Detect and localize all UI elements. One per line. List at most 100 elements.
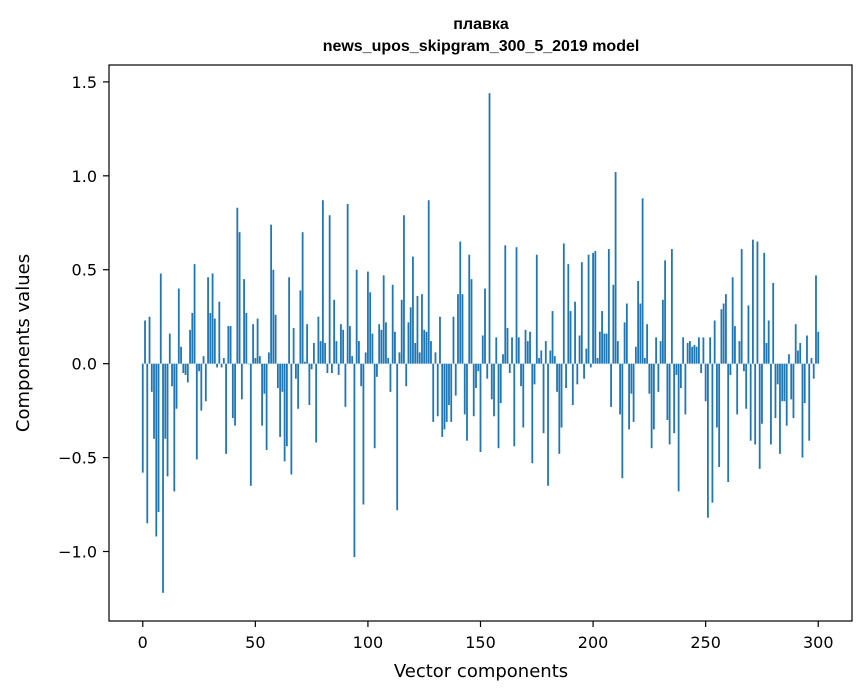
x-tick-label: 100: [353, 633, 384, 652]
bar-6: [155, 363, 158, 537]
bar-89: [342, 329, 345, 364]
bar-31: [211, 273, 214, 364]
bar-206: [605, 333, 608, 364]
bar-256: [718, 363, 721, 467]
bar-136: [448, 363, 450, 405]
bar-287: [788, 354, 790, 364]
bar-281: [774, 363, 777, 419]
bar-52: [258, 356, 261, 364]
bar-7: [157, 363, 160, 513]
bar-114: [398, 352, 401, 364]
bar-143: [463, 363, 466, 415]
bar-130: [434, 352, 437, 364]
bar-239: [679, 363, 682, 389]
bar-104: [376, 363, 378, 377]
bar-38: [227, 326, 230, 364]
bar-238: [677, 363, 680, 492]
bar-266: [740, 249, 743, 364]
bar-11: [166, 363, 169, 477]
bar-63: [283, 363, 286, 462]
bar-208: [610, 363, 612, 407]
bar-274: [758, 363, 761, 469]
bar-91: [346, 204, 349, 364]
bar-15: [175, 363, 178, 409]
y-tick-label: 0.0: [72, 355, 97, 374]
bar-74: [308, 363, 311, 405]
bar-19: [184, 363, 187, 375]
bar-297: [810, 358, 813, 364]
bar-58: [272, 269, 275, 364]
bar-161: [504, 245, 507, 364]
bar-191: [571, 363, 574, 405]
bar-108: [385, 322, 387, 364]
bar-207: [607, 249, 610, 364]
bar-189: [567, 264, 570, 364]
bar-282: [776, 363, 779, 385]
bar-214: [623, 322, 626, 364]
bar-177: [540, 350, 543, 364]
bar-174: [533, 363, 536, 385]
bar-279: [770, 363, 772, 445]
y-tick-label: 0.5: [72, 261, 97, 280]
bar-85: [333, 299, 336, 364]
bar-186: [560, 363, 563, 428]
bar-151: [481, 335, 484, 364]
bar-37: [225, 363, 227, 454]
bar-203: [598, 331, 601, 364]
bar-86: [335, 341, 338, 364]
bar-20: [186, 363, 189, 383]
bar-156: [493, 363, 495, 417]
bar-12: [168, 333, 171, 364]
bar-178: [542, 363, 545, 434]
bar-192: [574, 301, 576, 364]
bar-213: [621, 363, 624, 479]
bar-142: [461, 294, 464, 364]
bar-166: [515, 247, 518, 364]
bar-44: [240, 363, 243, 400]
bar-234: [668, 363, 671, 445]
bar-288: [790, 363, 793, 400]
bar-122: [416, 296, 419, 364]
bar-184: [556, 363, 558, 392]
bar-180: [547, 363, 549, 486]
bar-157: [495, 337, 498, 364]
bar-254: [713, 320, 716, 364]
bar-30: [209, 312, 212, 364]
bar-46: [245, 312, 248, 364]
bar-212: [619, 363, 621, 415]
bar-18: [182, 363, 185, 374]
bar-135: [445, 363, 448, 422]
bar-277: [765, 343, 768, 364]
bar-51: [256, 318, 259, 364]
bar-298: [812, 363, 815, 379]
bar-148: [475, 363, 477, 389]
bar-22: [191, 312, 194, 364]
bar-119: [409, 307, 412, 364]
bar-90: [344, 363, 347, 407]
bar-235: [670, 249, 673, 364]
y-tick-label: −0.5: [58, 449, 97, 468]
bar-53: [261, 363, 263, 426]
bar-179: [544, 341, 547, 364]
bar-248: [700, 363, 703, 374]
bar-171: [526, 341, 529, 364]
bar-231: [661, 299, 664, 364]
bar-280: [772, 282, 775, 364]
bar-270: [749, 363, 752, 441]
bar-103: [373, 363, 376, 449]
bar-68: [294, 363, 297, 379]
bar-165: [513, 363, 516, 447]
bar-34: [218, 301, 221, 364]
bar-66: [290, 363, 293, 475]
bar-24: [195, 363, 198, 460]
bar-78: [317, 316, 320, 364]
x-axis-label: Vector components: [394, 661, 568, 682]
bar-61: [279, 363, 282, 437]
bar-117: [405, 363, 408, 387]
bar-87: [337, 363, 340, 375]
bar-249: [702, 337, 705, 364]
plot-frame: [108, 64, 853, 622]
bar-233: [666, 363, 669, 421]
bar-290: [794, 324, 797, 364]
bar-23: [193, 264, 196, 364]
